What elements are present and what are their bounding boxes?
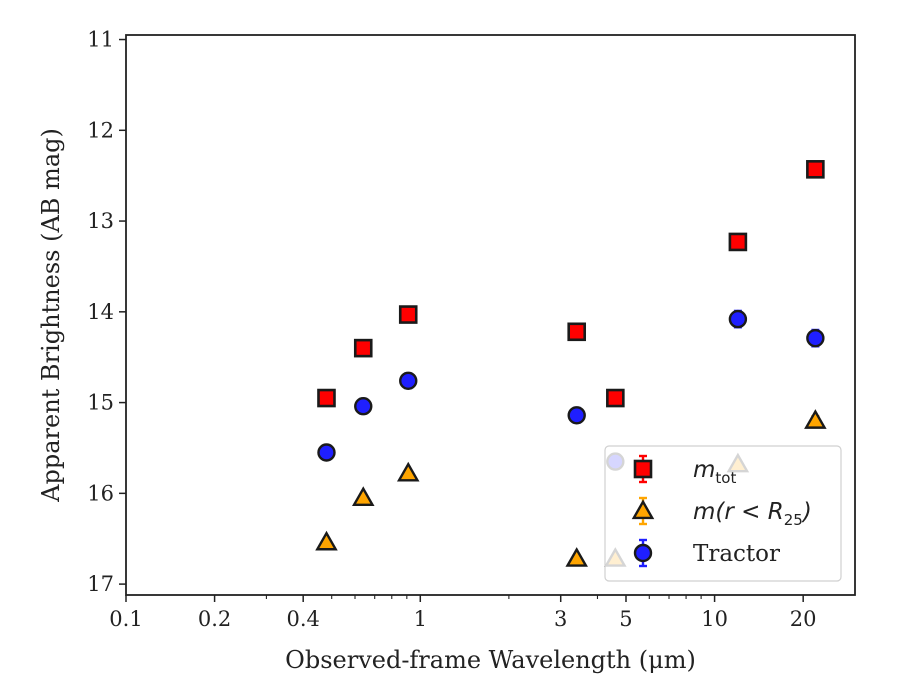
y-tick-label: 17 xyxy=(87,572,114,596)
y-axis: 11 12 13 14 15 16 17 xyxy=(87,28,126,596)
data-point xyxy=(396,461,420,482)
x-tick-label: 10 xyxy=(701,607,728,631)
y-tick-label: 14 xyxy=(87,300,114,324)
plot-frame xyxy=(125,34,856,596)
legend-box xyxy=(604,445,842,582)
y-tick-label: 16 xyxy=(87,481,114,505)
y-axis-label: Apparent Brightness (AB mag) xyxy=(37,128,65,503)
legend-marker xyxy=(633,543,653,563)
x-axis: 0.1 0.2 0.4 1 3 5 10 20 xyxy=(109,595,817,631)
x-axis-label: Observed-frame Wavelength (μm) xyxy=(285,646,696,674)
data-point xyxy=(353,338,373,358)
legend-label: Tractor xyxy=(693,541,780,567)
data-point xyxy=(351,486,375,506)
data-point xyxy=(806,160,825,179)
data-point xyxy=(804,409,827,429)
legend-label: mtot xyxy=(693,457,736,487)
legend-marker xyxy=(633,459,653,479)
y-tick-label: 13 xyxy=(87,209,114,233)
legend-entry: Tractor xyxy=(633,538,780,568)
y-tick-label: 11 xyxy=(87,28,114,52)
data-point xyxy=(354,397,373,416)
data-point xyxy=(567,322,587,342)
x-tick-label: 3 xyxy=(554,607,567,631)
x-tick-label: 20 xyxy=(790,607,817,631)
x-tick-label: 0.4 xyxy=(286,607,319,631)
data-point xyxy=(317,388,336,408)
data-point xyxy=(565,547,588,567)
data-point xyxy=(728,232,748,252)
x-tick-label: 5 xyxy=(619,607,632,631)
y-tick-label: 15 xyxy=(87,391,114,415)
x-tick-label: 0.1 xyxy=(109,607,142,631)
x-tick-label: 1 xyxy=(414,607,427,631)
data-point xyxy=(606,388,625,408)
series-square xyxy=(317,160,825,408)
data-point xyxy=(399,371,418,391)
legend-entry: m(r < R25) xyxy=(631,496,812,529)
x-tick-label: 0.2 xyxy=(198,607,231,631)
legend-label: m(r < R25) xyxy=(693,499,812,529)
data-point xyxy=(315,530,338,551)
data-point xyxy=(728,309,748,329)
data-point xyxy=(317,443,336,462)
y-tick-label: 12 xyxy=(87,118,114,142)
data-point xyxy=(806,328,825,348)
data-point xyxy=(567,406,586,425)
legend: mtot m(r < R25) Tractor xyxy=(604,445,842,582)
legend-marker xyxy=(631,499,655,520)
data-point xyxy=(398,305,418,324)
legend-entry: mtot xyxy=(633,454,736,487)
